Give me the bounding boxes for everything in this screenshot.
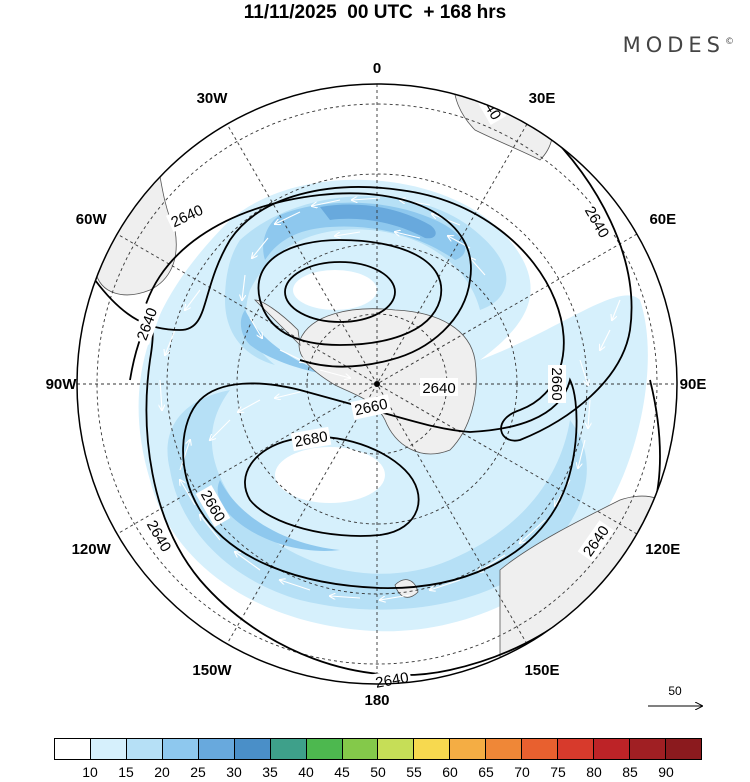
colorbar-segment (665, 739, 701, 759)
jet-south-branch (217, 480, 340, 551)
colorbar-segment (55, 739, 91, 759)
contour-label: 2660 (353, 396, 389, 420)
colorbar-tick-label: 55 (406, 764, 422, 780)
jet-band-mid (167, 390, 587, 610)
brand-text: MODES (622, 33, 725, 57)
contour-label: 2680 (293, 428, 329, 451)
colorbar-tick-label: 10 (82, 764, 98, 780)
contour-label: 2660 (548, 367, 565, 400)
colorbar-tick-label: 40 (298, 764, 314, 780)
colorbar-tick-label: 80 (586, 764, 602, 780)
brand-logo: MODES© (623, 33, 734, 57)
longitude-label-60w: 60W (76, 211, 108, 228)
colorbar-segment (306, 739, 343, 759)
new-zealand (394, 579, 419, 598)
colorbar-tick-label: 90 (658, 764, 674, 780)
contour-2640-inner (257, 239, 443, 346)
longitude-label-0: 0 (373, 60, 381, 77)
colorbar (54, 738, 702, 760)
calm-south (275, 447, 385, 503)
longitude-label-120w: 120W (72, 541, 112, 558)
longitude-label-120e: 120E (645, 541, 680, 558)
colorbar-segment (630, 739, 666, 759)
colorbar-segment (414, 739, 451, 759)
map-title: 11/11/2025 00 UTC + 168 hrs (243, 2, 507, 23)
colorbar-segment (270, 739, 307, 759)
contour-2640-outer (90, 84, 633, 442)
colorbar-segment (234, 739, 271, 759)
colorbar-tick-label: 50 (370, 764, 386, 780)
contour-2660 (182, 377, 578, 589)
map-disc: 2640 2640 2640 2640 2640 2640 2640 2660 … (77, 84, 677, 684)
colorbar-tick-label: 60 (442, 764, 458, 780)
map-border (76, 83, 678, 685)
reference-vector-label: 50 (668, 684, 682, 698)
contour-2640-main (139, 192, 472, 368)
colorbar-tick-label: 75 (550, 764, 566, 780)
colorbar-labels: 10 15 20 25 30 35 40 45 50 55 60 65 70 75 80 85 90 (54, 764, 702, 780)
longitude-label-180: 180 (364, 692, 389, 709)
colorbar-segment (378, 739, 415, 759)
longitude-label-150w: 150W (192, 662, 232, 679)
colorbar-tick-label: 30 (226, 764, 242, 780)
colorbar-segment (522, 739, 559, 759)
colorbar-tick-label: 25 (190, 764, 206, 780)
copyright-mark: © (725, 37, 734, 47)
colorbar-segment (198, 739, 235, 759)
longitude-labels: 0 30E 60E 90E 120E 150E 180 150W 120W 90W 60W 30W (46, 60, 707, 709)
colorbar-tick-label: 85 (622, 764, 638, 780)
colorbar-segment (342, 739, 379, 759)
colorbar-segment (486, 739, 523, 759)
south-pole-marker (374, 381, 380, 387)
antarctic-peninsula (254, 299, 301, 347)
colorbar-tick-label: 45 (334, 764, 350, 780)
colorbar-segment (90, 739, 127, 759)
calm-center (293, 270, 377, 310)
contour-label: 2640 (422, 380, 455, 397)
longitude-label-150e: 150E (524, 662, 559, 679)
jet-core (263, 202, 466, 260)
colorbar-segment (558, 739, 595, 759)
longitude-label-90w: 90W (46, 376, 78, 393)
colorbar-tick-label: 65 (478, 764, 494, 780)
contour-2680 (244, 436, 420, 537)
longitude-label-90e: 90E (680, 376, 707, 393)
colorbar-segment (126, 739, 163, 759)
jet-west-branch (240, 310, 330, 375)
longitude-label-30w: 30W (197, 90, 229, 107)
colorbar-segment (594, 739, 630, 759)
height-contours (90, 84, 661, 677)
contour-label: 2640 (374, 669, 410, 692)
colorbar-segment (162, 739, 199, 759)
colorbar-tick-label: 15 (118, 764, 134, 780)
contour-low-center (284, 261, 396, 323)
colorbar-segment (450, 739, 487, 759)
colorbar-tick-label: 20 (154, 764, 170, 780)
longitude-label-30e: 30E (529, 90, 556, 107)
colorbar-tick-label: 70 (514, 764, 530, 780)
polar-map: 2640 2640 2640 2640 2640 2640 2640 2660 … (46, 60, 707, 735)
jet-core-max (320, 204, 436, 239)
reference-vector: 50 (648, 684, 702, 706)
colorbar-tick-label: 35 (262, 764, 278, 780)
longitude-label-60e: 60E (649, 211, 676, 228)
